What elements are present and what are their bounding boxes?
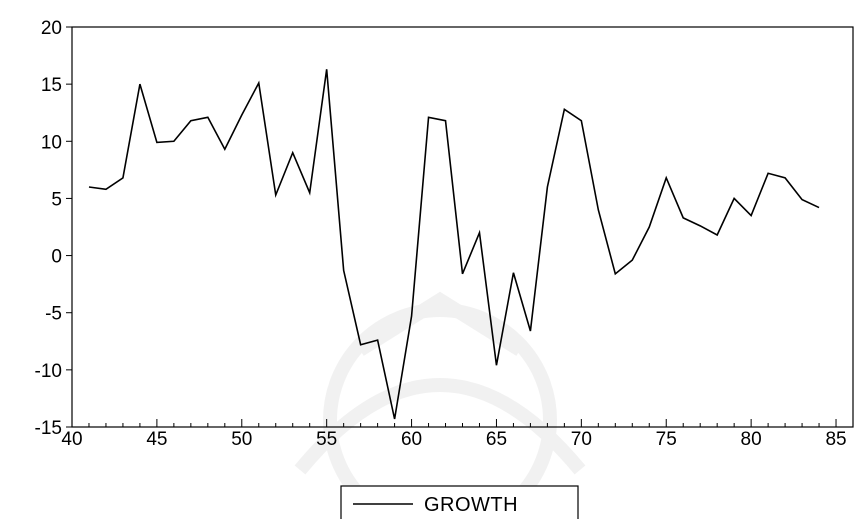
x-tick-label: 85 (825, 429, 846, 450)
y-tick-label: -5 (45, 304, 62, 325)
plot-area (71, 26, 854, 428)
series-layer (88, 69, 820, 420)
y-tick-label: 5 (51, 189, 62, 210)
x-tick-label: 80 (741, 429, 762, 450)
y-axis: 20 15 10 5 0 -5 -10 -15 (35, 18, 72, 439)
y-tick-label: 10 (41, 132, 62, 153)
series-line-growth (88, 69, 820, 420)
legend: GROWTH (340, 485, 579, 519)
y-tick-label: 20 (41, 18, 62, 39)
watermark (294, 291, 586, 519)
x-tick-label: 45 (146, 429, 167, 450)
y-tick-label: 15 (41, 75, 62, 96)
y-tick-label: -15 (35, 418, 62, 439)
x-tick-label: 75 (656, 429, 677, 450)
x-tick-label: 55 (316, 429, 337, 450)
legend-label: GROWTH (424, 494, 518, 516)
x-tick-label: 70 (571, 429, 592, 450)
x-tick-label: 50 (231, 429, 252, 450)
x-tick-label: 60 (401, 429, 422, 450)
y-tick-label: 0 (51, 247, 62, 268)
x-tick-label: 40 (61, 429, 82, 450)
x-tick-label: 65 (486, 429, 507, 450)
y-tick-label: -10 (35, 361, 62, 382)
x-axis: 40 45 50 55 60 65 70 75 80 85 (61, 419, 854, 450)
legend-box (340, 485, 579, 519)
